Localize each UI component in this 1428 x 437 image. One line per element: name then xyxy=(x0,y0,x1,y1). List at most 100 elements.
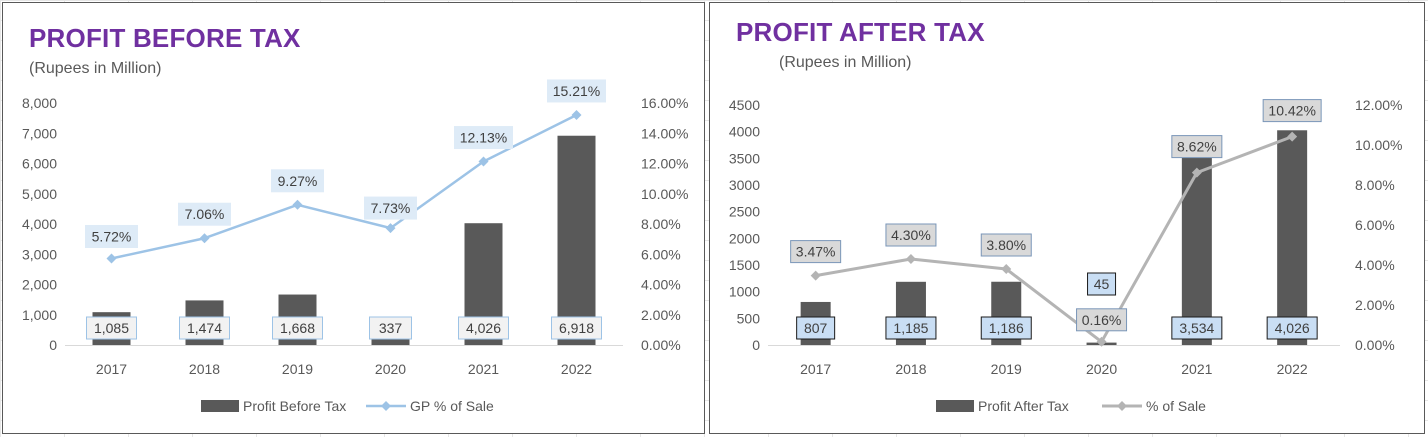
line-data-label-box xyxy=(454,126,513,150)
legend-swatch-bar xyxy=(936,400,974,412)
line-data-label: 7.06% xyxy=(185,206,225,222)
chart-plot-svg: 0 1,000 2,000 3,000 4,000 5,000 6,000 7,000 8,00… xyxy=(22,79,688,414)
line-marker-2022 xyxy=(1287,131,1298,142)
y-axis-tick-label: 1,000 xyxy=(22,307,57,323)
y2-axis-tick-label: 4.00% xyxy=(1355,257,1395,273)
line-data-label: 7.73% xyxy=(371,200,411,216)
chart-profit-before-tax[interactable]: PROFIT BEFORE TAX (Rupees in Million) 0 1… xyxy=(2,2,705,434)
line-data-label-box xyxy=(980,233,1032,257)
y2-axis-tick-label: 6.00% xyxy=(641,246,681,262)
bar-data-label: 3,534 xyxy=(1179,320,1214,336)
bar-data-label: 1,085 xyxy=(94,320,129,336)
y2-axis-tick-label: 2.00% xyxy=(1355,297,1395,313)
y-axis-tick-label: 3500 xyxy=(729,150,760,166)
chart-profit-after-tax[interactable]: PROFIT AFTER TAX (Rupees in Million) 0 50… xyxy=(709,2,1425,434)
line-data-label: 3.47% xyxy=(796,244,836,260)
y-axis-tick-label: 1000 xyxy=(729,284,760,300)
legend-marker xyxy=(381,401,391,411)
y2-axis-tick-label: 10.00% xyxy=(1355,137,1402,153)
x-axis-tick-label: 2020 xyxy=(375,361,406,377)
bar-2022 xyxy=(1277,130,1308,345)
bar-data-label-box xyxy=(458,316,509,340)
bar-data-label-box xyxy=(369,316,412,340)
y-axis-tick-label: 2,000 xyxy=(22,277,57,293)
y-axis-tick-label: 2500 xyxy=(729,204,760,220)
y2-axis-tick-label: 12.00% xyxy=(1355,97,1402,113)
bar-data-label: 1,186 xyxy=(989,320,1024,336)
legend-label: Profit Before Tax xyxy=(243,398,346,414)
y-axis-tick-label: 6,000 xyxy=(22,156,57,172)
line-data-label: 15.21% xyxy=(553,83,600,99)
bar-data-label-box xyxy=(272,316,323,340)
line-data-label-box xyxy=(547,79,606,103)
line-marker-2018 xyxy=(905,254,916,264)
x-axis-tick-label: 2022 xyxy=(561,361,592,377)
line-marker-2019 xyxy=(1001,264,1012,274)
x-axis-tick-label: 2017 xyxy=(96,361,127,377)
line-series-GP % of Sale xyxy=(111,113,578,260)
y2-axis-tick-label: 6.00% xyxy=(1355,217,1395,233)
legend-label: GP % of Sale xyxy=(410,398,494,414)
line-data-label: 9.27% xyxy=(278,173,318,189)
bar-data-label: 1,185 xyxy=(893,320,928,336)
bar-data-label-box xyxy=(885,316,937,340)
x-axis-tick-label: 2018 xyxy=(895,361,926,377)
x-axis-tick-label: 2022 xyxy=(1277,361,1308,377)
y2-axis-tick-label: 0.00% xyxy=(1355,337,1395,353)
bar-data-label-box xyxy=(980,316,1032,340)
line-data-label-box xyxy=(85,224,138,248)
y-axis-tick-label: 7,000 xyxy=(22,125,57,141)
chart-title: PROFIT BEFORE TAX xyxy=(29,23,301,53)
y-axis-tick-label: 5,000 xyxy=(22,186,57,202)
line-data-label-box xyxy=(364,196,417,220)
line-data-label-box xyxy=(271,169,324,193)
legend-label: Profit After Tax xyxy=(978,398,1069,414)
line-data-label-box xyxy=(1262,99,1322,123)
bar-data-label-box xyxy=(551,316,602,340)
line-marker-2020 xyxy=(1096,336,1107,347)
bar-data-label: 807 xyxy=(804,320,828,336)
bar-data-label: 1,668 xyxy=(280,320,315,336)
line-data-label-box xyxy=(1171,135,1223,159)
line-data-label: 8.62% xyxy=(1177,139,1217,155)
x-axis-tick-label: 2020 xyxy=(1086,361,1117,377)
x-axis-tick-label: 2021 xyxy=(1181,361,1212,377)
y2-axis-tick-label: 12.00% xyxy=(641,156,688,172)
legend-label: % of Sale xyxy=(1146,398,1206,414)
y-axis-tick-label: 4500 xyxy=(729,97,760,113)
line-series-% of Sale xyxy=(815,135,1293,344)
y-axis-tick-label: 3000 xyxy=(729,177,760,193)
bar-data-label-box xyxy=(86,316,137,340)
y2-axis-tick-label: 8.00% xyxy=(641,216,681,232)
line-marker-2017 xyxy=(810,270,821,281)
line-data-label-box xyxy=(790,240,842,264)
y2-axis-tick-label: 8.00% xyxy=(1355,177,1395,193)
y2-axis-tick-label: 16.00% xyxy=(641,95,688,111)
bar-data-label: 4,026 xyxy=(1275,320,1310,336)
y-axis-tick-label: 0 xyxy=(752,337,760,353)
x-axis-tick-label: 2019 xyxy=(282,361,313,377)
x-axis-tick-label: 2019 xyxy=(991,361,1022,377)
y-axis-tick-label: 500 xyxy=(737,310,761,326)
y2-axis-tick-label: 4.00% xyxy=(641,277,681,293)
bar-data-label-box xyxy=(1087,272,1117,296)
y2-axis-tick-label: 10.00% xyxy=(641,186,688,202)
y-axis-tick-label: 4,000 xyxy=(22,216,57,232)
line-marker-2018 xyxy=(199,233,210,244)
y-axis-tick-label: 4000 xyxy=(729,124,760,140)
line-data-label: 10.42% xyxy=(1268,103,1315,119)
y-axis-tick-label: 2000 xyxy=(729,230,760,246)
chart-subtitle: (Rupees in Million) xyxy=(779,54,912,71)
bar-data-label-box xyxy=(1171,316,1223,340)
line-marker-2019 xyxy=(292,199,303,210)
line-marker-2020 xyxy=(385,223,396,234)
line-data-label-box xyxy=(1076,308,1128,332)
legend-swatch-bar xyxy=(201,400,239,412)
line-data-label: 4.30% xyxy=(891,227,931,243)
x-axis-tick-label: 2017 xyxy=(800,361,831,377)
line-marker-2022 xyxy=(571,109,582,120)
line-marker-2021 xyxy=(478,156,489,167)
bar-data-label: 4,026 xyxy=(466,320,501,336)
x-axis-tick-label: 2018 xyxy=(189,361,220,377)
chart-title: PROFIT AFTER TAX xyxy=(736,17,985,47)
